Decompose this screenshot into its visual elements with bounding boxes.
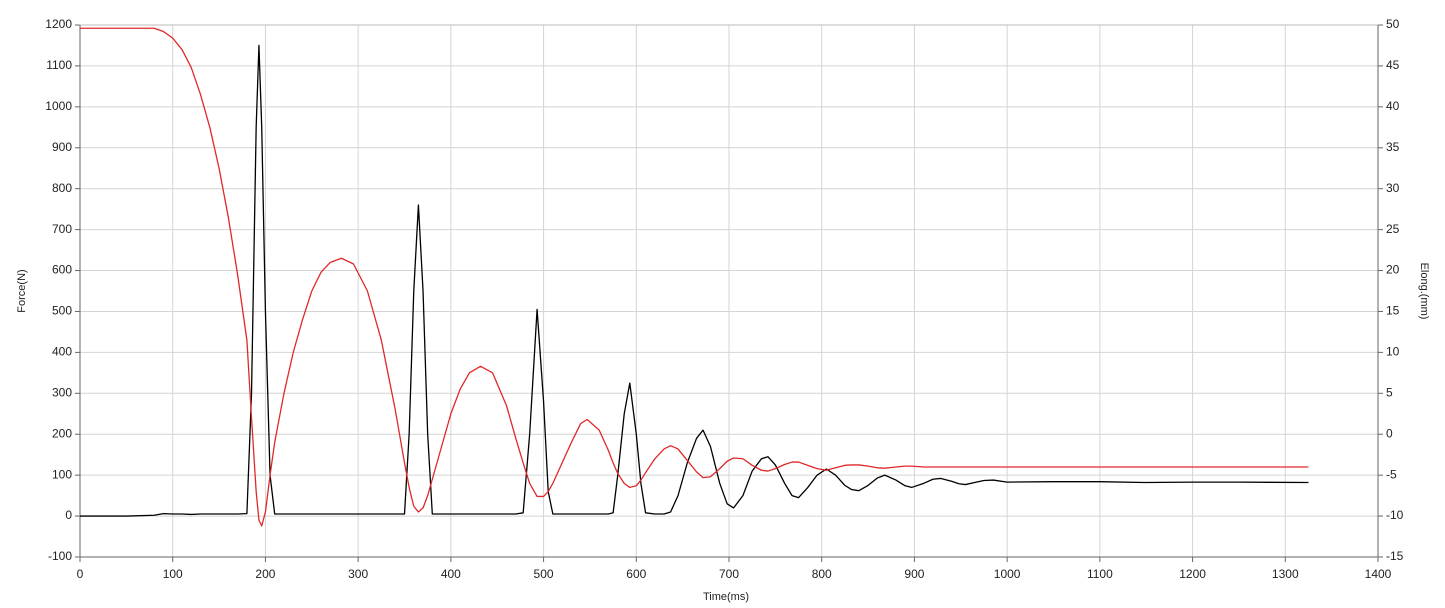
y2-tick-label: 15 xyxy=(1386,304,1400,318)
y2-tick-label: 50 xyxy=(1386,17,1400,31)
y-tick-label: 300 xyxy=(52,385,72,399)
x-tick-label: 1200 xyxy=(1179,567,1206,581)
y2-tick-label: 25 xyxy=(1386,222,1400,236)
x-tick-label: 400 xyxy=(441,567,461,581)
x-tick-label: 100 xyxy=(163,567,183,581)
x-tick-label: 200 xyxy=(255,567,275,581)
series-line xyxy=(80,27,1309,527)
x-tick-label: 1000 xyxy=(994,567,1021,581)
y2-axis-label: Elong.(mm) xyxy=(1418,263,1430,320)
x-tick-label: 0 xyxy=(77,567,84,581)
y2-tick-label: 0 xyxy=(1386,426,1393,440)
y2-tick-label: 20 xyxy=(1386,263,1400,277)
y-tick-label: 800 xyxy=(52,181,72,195)
y-tick-label: 200 xyxy=(52,426,72,440)
y-tick-label: -100 xyxy=(48,549,72,563)
y2-tick-label: -15 xyxy=(1386,549,1404,563)
y-axis-label: Force(N) xyxy=(16,269,28,312)
y2-tick-label: 5 xyxy=(1386,385,1393,399)
y-tick-label: 600 xyxy=(52,263,72,277)
y-tick-label: 500 xyxy=(52,304,72,318)
x-tick-label: 500 xyxy=(534,567,554,581)
y-tick-label: 1100 xyxy=(46,58,72,72)
x-tick-label: 1400 xyxy=(1365,567,1392,581)
y2-tick-label: -5 xyxy=(1386,467,1397,481)
x-tick-label: 1300 xyxy=(1272,567,1299,581)
y2-tick-label: 35 xyxy=(1386,140,1400,154)
x-axis-label: Time(ms) xyxy=(703,591,749,603)
x-tick-label: 900 xyxy=(904,567,924,581)
y-tick-label: 400 xyxy=(52,345,72,359)
y-tick-label: 900 xyxy=(52,140,72,154)
y2-tick-label: 10 xyxy=(1386,345,1400,359)
y2-tick-label: 45 xyxy=(1386,58,1400,72)
x-tick-label: 700 xyxy=(719,567,739,581)
x-tick-label: 300 xyxy=(348,567,368,581)
y-tick-label: 1200 xyxy=(45,17,72,31)
y-tick-label: 1000 xyxy=(45,99,72,113)
y2-tick-label: 30 xyxy=(1386,181,1400,195)
y2-tick-label: 40 xyxy=(1386,99,1400,113)
x-tick-label: 800 xyxy=(812,567,832,581)
y-tick-label: 0 xyxy=(65,508,72,522)
y-tick-label: 100 xyxy=(52,467,72,481)
x-tick-label: 1100 xyxy=(1087,567,1113,581)
y-tick-label: 700 xyxy=(52,222,72,236)
series-line xyxy=(80,44,1309,517)
y2-tick-label: -10 xyxy=(1386,508,1404,522)
x-tick-label: 600 xyxy=(626,567,646,581)
